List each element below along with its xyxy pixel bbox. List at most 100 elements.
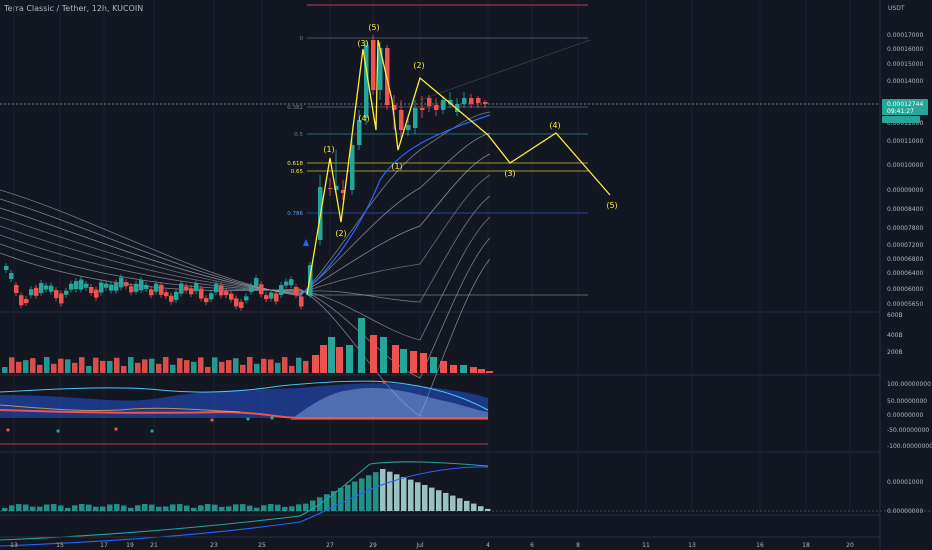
volume-bar bbox=[23, 360, 29, 373]
macd-histogram-bar bbox=[380, 469, 386, 511]
candle-body bbox=[224, 291, 229, 296]
macd-histogram-bar bbox=[359, 478, 365, 511]
candle-body bbox=[59, 293, 64, 304]
price-axis-label: 0.00005650 bbox=[887, 301, 923, 308]
oscillator-signal-line bbox=[0, 409, 488, 419]
candle-body bbox=[124, 282, 129, 287]
volume-bar bbox=[149, 358, 155, 373]
candle-body bbox=[259, 284, 264, 295]
oscillator-axis-label: -100.00000000 bbox=[887, 443, 932, 450]
price-axis-label: 0.00017000 bbox=[887, 32, 923, 39]
candle-body bbox=[104, 283, 109, 288]
volume-bar bbox=[247, 357, 253, 373]
oscillator-dot bbox=[246, 417, 250, 421]
macd-histogram-bar bbox=[121, 505, 127, 511]
volume-bar bbox=[346, 345, 353, 373]
time-axis-label: Jul bbox=[415, 542, 424, 549]
price-axis-label: 0.00011000 bbox=[887, 138, 923, 145]
elliott-wave-label: (2) bbox=[335, 229, 346, 238]
candle-body bbox=[234, 298, 239, 307]
candle-body bbox=[94, 289, 99, 298]
macd-histogram-bar bbox=[86, 504, 92, 511]
ma-ribbon-line bbox=[0, 174, 491, 294]
macd-histogram-bar bbox=[303, 503, 309, 511]
macd-histogram-bar bbox=[261, 505, 267, 511]
macd-histogram-bar bbox=[135, 505, 141, 511]
ma-ribbon-line bbox=[0, 237, 491, 379]
time-axis-label: 15 bbox=[56, 542, 64, 549]
price-axis-label: 0.00008400 bbox=[887, 206, 923, 213]
volume-bar bbox=[303, 360, 309, 373]
macd-histogram-bar bbox=[37, 506, 43, 511]
fib-level-label: 0.618 bbox=[287, 161, 303, 167]
price-axis-label: 0.00009000 bbox=[887, 187, 923, 194]
trend-line bbox=[419, 39, 591, 101]
time-axis-label: 17 bbox=[100, 542, 108, 549]
macd-histogram-bar bbox=[233, 504, 239, 511]
volume-bar bbox=[219, 361, 225, 373]
macd-histogram-bar bbox=[107, 504, 113, 511]
candle-body bbox=[14, 285, 19, 294]
macd-histogram-bar bbox=[282, 506, 288, 511]
macd-histogram-bar bbox=[478, 506, 484, 511]
oscillator-cloud bbox=[290, 387, 488, 420]
fib-level-label: 0.5 bbox=[294, 132, 303, 138]
macd-histogram-bar bbox=[268, 504, 274, 511]
price-axis-label: 0.00007800 bbox=[887, 225, 923, 232]
time-axis-label: 25 bbox=[258, 542, 266, 549]
candle-body bbox=[204, 298, 209, 303]
ma-ribbon-line bbox=[0, 153, 491, 295]
macd-histogram-bar bbox=[72, 505, 78, 511]
macd-histogram-bar bbox=[2, 508, 8, 511]
macd-histogram-bar bbox=[177, 504, 183, 511]
candle-body bbox=[364, 45, 369, 118]
ma-ribbon-line bbox=[0, 216, 491, 341]
time-axis-label: 6 bbox=[530, 542, 534, 549]
candle-body bbox=[254, 278, 259, 287]
candle-body bbox=[406, 125, 411, 130]
oscillator-line bbox=[0, 404, 241, 413]
macd-histogram-bar bbox=[443, 492, 449, 511]
volume-axis-label: 600B bbox=[887, 312, 903, 319]
candle-body bbox=[413, 108, 418, 128]
volume-bar bbox=[51, 363, 57, 373]
chart-symbol-title[interactable]: Terra Classic / Tether, 12h, KUCOIN bbox=[4, 4, 144, 13]
candle-body bbox=[149, 289, 154, 296]
candle-body bbox=[279, 285, 284, 296]
candle-body bbox=[44, 285, 49, 290]
volume-bar bbox=[400, 349, 407, 373]
time-axis-label: 13 bbox=[688, 542, 696, 549]
candle-body bbox=[154, 283, 159, 292]
ma-ribbon-line bbox=[0, 132, 491, 296]
time-axis-label: 16 bbox=[756, 542, 764, 549]
macd-histogram-bar bbox=[191, 507, 197, 511]
macd-histogram-bar bbox=[128, 507, 134, 511]
elliott-wave-label: (5) bbox=[368, 23, 379, 32]
candle-body bbox=[476, 98, 481, 103]
macd-histogram-bar bbox=[65, 507, 71, 511]
ma-ribbon-line bbox=[0, 195, 491, 303]
candle-body bbox=[129, 286, 134, 293]
volume-bar bbox=[30, 358, 36, 373]
volume-bar bbox=[58, 358, 64, 373]
candle-body bbox=[249, 285, 254, 292]
volume-bar bbox=[16, 361, 22, 373]
volume-bar bbox=[128, 357, 134, 373]
volume-bar bbox=[156, 363, 162, 373]
volume-bar bbox=[86, 365, 92, 373]
elliott-wave-label: (3) bbox=[357, 39, 368, 48]
candle-body bbox=[39, 283, 44, 294]
price-axis-label: 0.00007200 bbox=[887, 242, 923, 249]
candle-body bbox=[54, 290, 59, 299]
candle-body bbox=[299, 296, 304, 307]
time-axis-label: 20 bbox=[846, 542, 854, 549]
volume-bar bbox=[410, 351, 417, 373]
last-price-value: 0.00012744 bbox=[887, 101, 923, 108]
volume-bar bbox=[240, 364, 246, 373]
volume-bar bbox=[275, 362, 281, 373]
candle-body bbox=[392, 105, 397, 110]
buy-signal-marker bbox=[303, 239, 309, 246]
macd-histogram-bar bbox=[114, 504, 120, 511]
candle-body bbox=[385, 48, 390, 105]
